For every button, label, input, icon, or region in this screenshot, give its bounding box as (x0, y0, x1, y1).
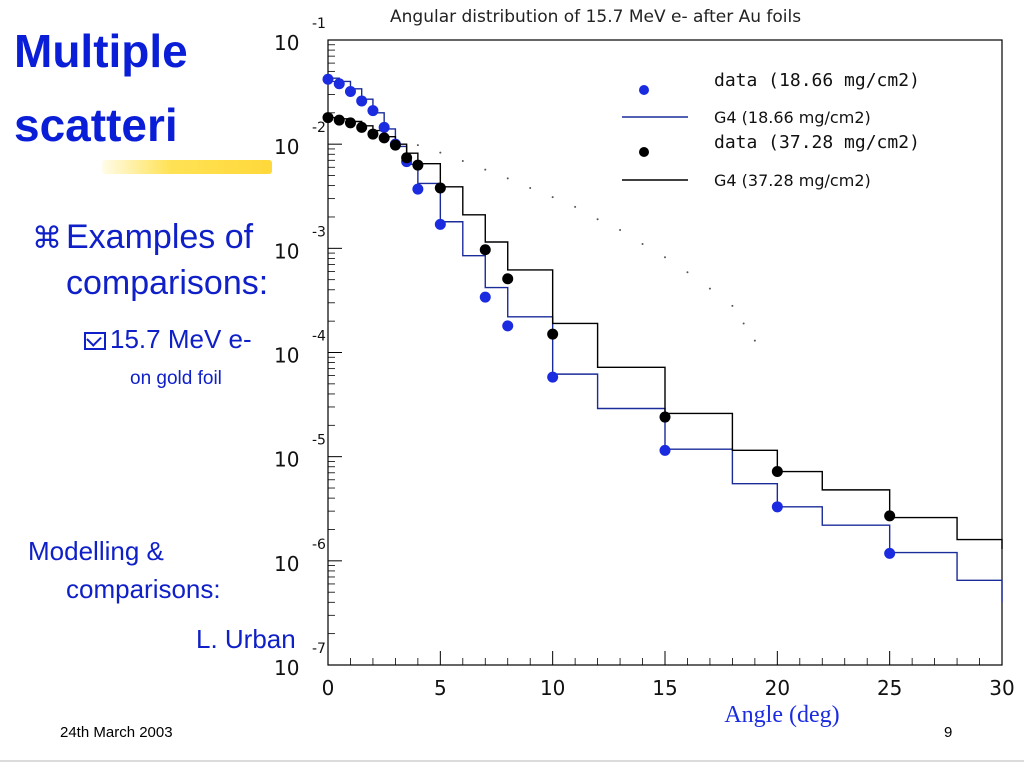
y-tick-base: 10 (274, 552, 299, 576)
y-tick-base: 10 (274, 448, 299, 472)
chart-title: Angular distribution of 15.7 MeV e- afte… (390, 7, 801, 27)
command-bullet-icon: ⌘ (32, 222, 62, 255)
footer-date: 24th March 2003 (60, 724, 173, 741)
page-number: 9 (944, 724, 953, 741)
data-point-series-2 (771, 466, 783, 478)
data-point-series-1 (659, 444, 671, 456)
data-point-series-2 (322, 112, 334, 124)
sub-bullet-energy-line2: on gold foil (130, 368, 222, 389)
data-point-series-1 (884, 547, 896, 559)
dotted-trace-point (664, 256, 666, 259)
modelling-line1: Modelling & (28, 536, 164, 566)
data-point-series-2 (547, 328, 559, 340)
y-tick-exponent: -3 (312, 224, 326, 240)
y-tick-exponent: -4 (312, 329, 326, 345)
dotted-trace-point (731, 304, 734, 307)
dotted-trace-point (529, 186, 532, 189)
series-line-2 (328, 116, 1003, 549)
dotted-trace-point (416, 144, 419, 147)
data-point-series-2 (502, 273, 514, 285)
y-tick-exponent: -6 (312, 537, 326, 553)
y-tick-base: 10 (274, 239, 299, 263)
legend-label: data (18.66 mg/cm2) (714, 70, 920, 91)
data-point-series-2 (434, 182, 446, 194)
modelling-line2: comparisons: (66, 574, 221, 604)
dotted-trace-point (619, 228, 622, 231)
dotted-trace-point (742, 322, 745, 325)
bullet-examples: ⌘ Examples of (32, 218, 253, 257)
data-point-series-1 (322, 73, 334, 85)
data-point-series-1 (367, 105, 379, 117)
data-point-series-2 (389, 139, 401, 151)
x-tick-label: 0 (322, 676, 335, 700)
y-tick-exponent: -7 (312, 641, 326, 657)
dotted-trace-point (506, 177, 509, 180)
data-point-series-1 (333, 78, 345, 90)
sub-bullet-energy: 15.7 MeV e- (84, 324, 252, 355)
dotted-trace-point (596, 218, 599, 221)
legend-marker (639, 147, 649, 157)
dotted-trace-point (708, 287, 711, 290)
sub-bullet-energy-text: 15.7 MeV e- (110, 324, 252, 354)
data-point-series-1 (344, 86, 356, 98)
x-tick-label: 15 (652, 676, 677, 700)
y-tick-exponent: -5 (312, 433, 326, 449)
x-tick-label: 10 (540, 676, 565, 700)
x-tick-label: 25 (877, 676, 902, 700)
data-point-series-2 (659, 411, 671, 423)
author-name: L. Urban (196, 624, 296, 654)
data-point-series-1 (378, 121, 390, 133)
legend-marker (639, 85, 649, 95)
data-point-series-1 (547, 371, 559, 383)
x-tick-label: 30 (989, 676, 1014, 700)
footer-divider (0, 760, 1024, 762)
dotted-trace-point (551, 196, 554, 199)
dotted-trace-point (574, 205, 577, 208)
data-point-series-1 (434, 218, 446, 230)
x-tick-label: 5 (434, 676, 447, 700)
legend-label: G4 (37.28 mg/cm2) (714, 171, 871, 190)
data-point-series-2 (412, 159, 424, 171)
data-point-series-2 (356, 121, 368, 133)
data-point-series-2 (401, 152, 413, 164)
bullet-examples-line2: comparisons: (66, 264, 269, 302)
bullet-examples-text: Examples of (66, 218, 254, 256)
data-point-series-2 (479, 244, 491, 256)
legend-label: G4 (18.66 mg/cm2) (714, 108, 871, 127)
title-highlight-stroke (102, 160, 272, 174)
checkbox-bullet-icon (84, 332, 106, 351)
y-tick-base: 10 (274, 135, 299, 159)
y-tick-base: 10 (274, 344, 299, 368)
slide-title-line2: scatteri (14, 99, 178, 151)
y-tick-exponent: -2 (312, 120, 326, 136)
data-point-series-2 (378, 132, 390, 144)
angular-distribution-chart: Angular distribution of 15.7 MeV e- afte… (274, 7, 1015, 728)
data-point-series-1 (771, 501, 783, 513)
slide-title-line1: Multiple (14, 25, 188, 77)
y-tick-base: 10 (274, 31, 299, 55)
series-line-1 (328, 77, 1003, 603)
x-axis-label: Angle (deg) (724, 702, 839, 728)
data-point-series-1 (479, 291, 491, 303)
data-point-series-2 (884, 510, 896, 522)
data-point-series-2 (367, 128, 379, 140)
dotted-trace-point (484, 168, 487, 171)
data-point-series-1 (502, 320, 514, 332)
dotted-trace-point (461, 159, 464, 162)
y-tick-base: 10 (274, 656, 299, 680)
data-point-series-1 (356, 95, 368, 107)
dotted-trace-point (686, 271, 689, 274)
data-point-series-2 (333, 114, 345, 126)
y-tick-exponent: -1 (312, 16, 326, 32)
dotted-trace-point (753, 339, 756, 342)
dotted-trace-point (439, 151, 442, 154)
x-tick-label: 20 (765, 676, 790, 700)
data-point-series-1 (412, 183, 424, 195)
data-point-series-2 (344, 117, 356, 129)
legend-label: data (37.28 mg/cm2) (714, 132, 920, 153)
dotted-trace-point (641, 243, 644, 246)
